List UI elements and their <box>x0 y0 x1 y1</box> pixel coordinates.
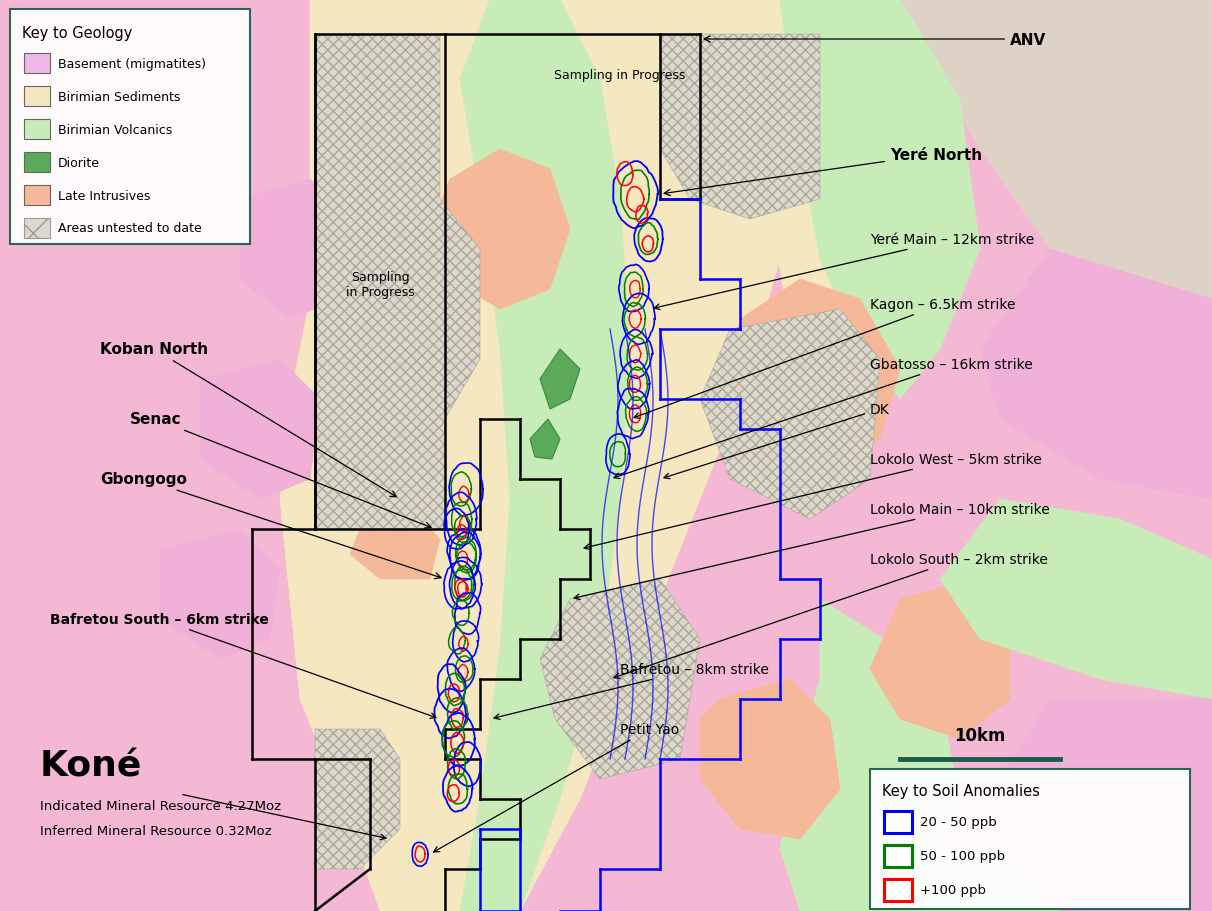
Polygon shape <box>461 0 630 911</box>
Polygon shape <box>781 0 981 400</box>
Polygon shape <box>901 0 1212 300</box>
Text: Birimian Sediments: Birimian Sediments <box>58 90 181 103</box>
Polygon shape <box>350 509 440 579</box>
Polygon shape <box>661 0 901 400</box>
Text: Inferred Mineral Resource 0.32Moz: Inferred Mineral Resource 0.32Moz <box>40 824 271 837</box>
FancyBboxPatch shape <box>24 219 50 239</box>
Polygon shape <box>200 360 320 499</box>
Polygon shape <box>240 179 350 320</box>
Polygon shape <box>781 599 960 911</box>
Text: DK: DK <box>664 403 890 479</box>
Text: Key to Geology: Key to Geology <box>22 26 132 41</box>
Text: Sampling in Progress: Sampling in Progress <box>554 68 686 81</box>
FancyBboxPatch shape <box>24 120 50 140</box>
Text: Key to Soil Anomalies: Key to Soil Anomalies <box>882 783 1040 798</box>
Text: Bafretou South – 6km strike: Bafretou South – 6km strike <box>50 612 436 719</box>
Text: Lokolo Main – 10km strike: Lokolo Main – 10km strike <box>574 503 1050 599</box>
Polygon shape <box>870 579 1010 739</box>
Polygon shape <box>730 280 901 459</box>
Polygon shape <box>280 0 781 911</box>
Polygon shape <box>941 499 1212 700</box>
Text: 50 - 100 ppb: 50 - 100 ppb <box>920 850 1005 863</box>
Polygon shape <box>530 420 560 459</box>
Text: Sampling
in Progress: Sampling in Progress <box>345 271 415 299</box>
FancyBboxPatch shape <box>24 153 50 173</box>
Text: Petit Yao: Petit Yao <box>434 722 679 852</box>
Text: Gbatosso – 16km strike: Gbatosso – 16km strike <box>614 358 1033 479</box>
Polygon shape <box>315 35 480 529</box>
FancyBboxPatch shape <box>884 811 911 833</box>
Text: +100 ppb: +100 ppb <box>920 884 987 896</box>
Text: Lokolo West – 5km strike: Lokolo West – 5km strike <box>584 453 1042 550</box>
FancyBboxPatch shape <box>24 87 50 107</box>
Text: Diorite: Diorite <box>58 157 101 169</box>
Text: Lokolo South – 2km strike: Lokolo South – 2km strike <box>614 552 1048 679</box>
FancyBboxPatch shape <box>24 54 50 74</box>
Text: Koné: Koné <box>40 749 142 783</box>
Polygon shape <box>701 680 840 839</box>
Polygon shape <box>430 149 570 310</box>
Polygon shape <box>701 310 880 519</box>
Text: Koban North: Koban North <box>101 343 396 497</box>
Text: 20 - 50 ppb: 20 - 50 ppb <box>920 815 996 829</box>
Text: Senac: Senac <box>130 412 431 528</box>
Polygon shape <box>315 729 400 869</box>
FancyBboxPatch shape <box>870 769 1190 909</box>
Polygon shape <box>160 529 280 660</box>
Text: Late Intrusives: Late Intrusives <box>58 189 150 202</box>
Text: 10km: 10km <box>954 726 1006 744</box>
Text: Bafretou – 8km strike: Bafretou – 8km strike <box>494 662 768 720</box>
Text: Indicated Mineral Resource 4.27Moz: Indicated Mineral Resource 4.27Moz <box>40 799 281 812</box>
FancyBboxPatch shape <box>884 845 911 867</box>
Text: Areas untested to date: Areas untested to date <box>58 222 201 235</box>
Text: Birimian Volcanics: Birimian Volcanics <box>58 123 172 137</box>
Text: Yeré North: Yeré North <box>664 148 982 197</box>
Text: Gbongogo: Gbongogo <box>101 472 441 579</box>
Polygon shape <box>981 250 1212 499</box>
Text: Kagon – 6.5km strike: Kagon – 6.5km strike <box>634 298 1016 419</box>
Polygon shape <box>981 700 1212 911</box>
Text: Basement (migmatites): Basement (migmatites) <box>58 57 206 70</box>
FancyBboxPatch shape <box>884 879 911 901</box>
Text: ANV: ANV <box>704 33 1046 47</box>
Polygon shape <box>661 35 821 220</box>
Polygon shape <box>840 849 1060 911</box>
FancyBboxPatch shape <box>24 186 50 206</box>
Text: Yeré Main – 12km strike: Yeré Main – 12km strike <box>654 232 1034 310</box>
Polygon shape <box>341 380 430 459</box>
Polygon shape <box>541 350 581 410</box>
FancyBboxPatch shape <box>10 10 250 245</box>
Polygon shape <box>541 579 701 779</box>
